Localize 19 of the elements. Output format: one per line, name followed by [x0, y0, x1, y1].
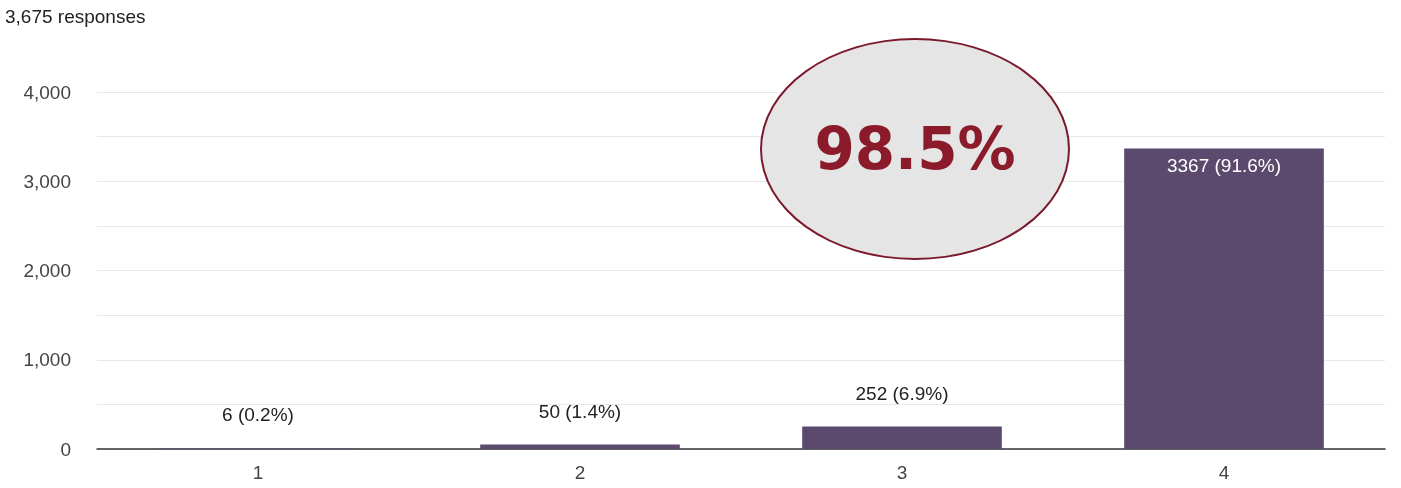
chart-title: 3,675 responses [5, 6, 146, 27]
y-tick-label: 3,000 [23, 170, 71, 192]
x-tick-label: 1 [252, 462, 264, 483]
y-tick-label: 1,000 [23, 349, 71, 371]
bar [802, 426, 1002, 449]
annotation: 98.5% [814, 115, 1016, 183]
y-tick-label: 2,000 [23, 260, 71, 281]
data-label: 50 (1.4%) [538, 400, 622, 422]
bar [480, 444, 680, 449]
data-label: 3367 (91.6%) [1166, 155, 1282, 177]
bar [1124, 148, 1324, 449]
y-tick-label: 0 [60, 438, 71, 460]
data-label: 6 (0.2%) [222, 404, 294, 426]
x-tick-label: 4 [1218, 462, 1230, 483]
ellipse-callout: 98.5% [760, 38, 1070, 260]
data-label: 252 (6.9%) [855, 382, 949, 404]
x-tick-label: 3 [896, 462, 908, 483]
x-tick-label: 2 [574, 462, 586, 483]
y-tick-label: 4,000 [23, 81, 71, 103]
